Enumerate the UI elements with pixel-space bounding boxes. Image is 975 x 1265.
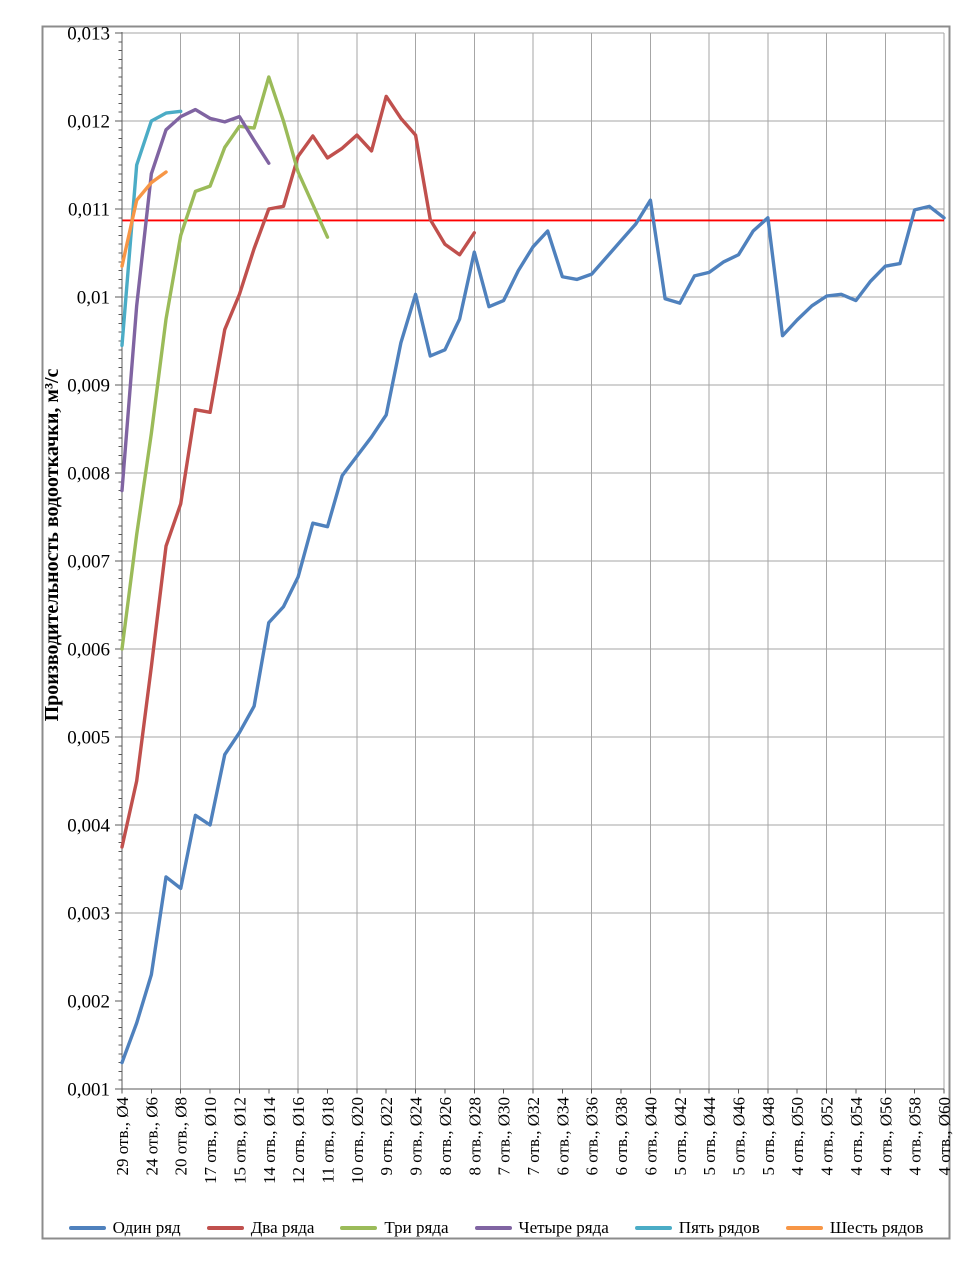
x-tick-label: 6 отв., Ø36 [583, 1097, 602, 1176]
legend-line-swatch [474, 1226, 512, 1230]
x-tick-label: 7 отв., Ø32 [524, 1097, 543, 1176]
x-tick-label: 4 отв., Ø56 [876, 1097, 895, 1176]
gridlines [122, 32, 945, 1089]
legend-line-swatch [68, 1226, 106, 1230]
x-tick-label: 4 отв., Ø52 [818, 1097, 837, 1176]
legend-item-1: Один ряд [68, 1218, 181, 1238]
x-tick-label: 8 отв., Ø28 [465, 1097, 484, 1176]
legend-item-4: Четыре ряда [474, 1218, 609, 1238]
y-tick-label: 0,008 [67, 464, 110, 485]
legend-item-6: Шесть рядов [785, 1218, 924, 1238]
y-tick-label: 0,005 [67, 728, 110, 749]
x-tick-label: 17 отв., Ø10 [201, 1097, 220, 1184]
y-tick-label: 0,012 [67, 112, 110, 133]
y-tick-label: 0,001 [67, 1080, 110, 1101]
legend-label: Шесть рядов [829, 1218, 924, 1237]
y-tick-label: 0,006 [67, 640, 110, 661]
x-tick-label: 12 отв., Ø16 [289, 1097, 308, 1184]
x-tick-label: 29 отв., Ø4 [113, 1097, 132, 1176]
legend-line-swatch [206, 1226, 244, 1230]
series-line-4 [120, 107, 271, 493]
y-tick-label: 0,013 [67, 24, 110, 45]
series-lines [120, 75, 946, 1065]
x-tick-label: 6 отв., Ø40 [641, 1097, 660, 1176]
x-tick-label: 9 отв., Ø24 [407, 1097, 426, 1176]
y-tick-label: 0,01 [77, 288, 110, 309]
legend-label: Четыре ряда [518, 1218, 609, 1237]
x-tick-label: 5 отв., Ø44 [700, 1097, 719, 1176]
x-tick-label: 24 отв., Ø6 [142, 1097, 161, 1176]
y-tick-label: 0,007 [67, 552, 110, 573]
x-tick-label: 7 отв., Ø30 [495, 1097, 514, 1176]
series-line-1 [120, 198, 946, 1065]
x-tick-label: 4 отв., Ø54 [847, 1097, 866, 1176]
x-tick-label: 4 отв., Ø50 [788, 1097, 807, 1176]
y-axis-title: Производительность водооткачки, м³/с [41, 368, 63, 721]
x-tick-label: 5 отв., Ø48 [759, 1097, 778, 1176]
x-tick-label: 9 отв., Ø22 [377, 1097, 396, 1176]
legend-line-swatch [785, 1226, 823, 1230]
axes-and-ticks [115, 32, 945, 1094]
y-tick-label: 0,004 [67, 816, 110, 837]
y-tick-label: 0,003 [67, 904, 110, 925]
chart-object-frame [41, 25, 951, 1240]
x-tick-label: 11 отв., Ø18 [319, 1097, 338, 1183]
x-tick-label: 4 отв., Ø60 [935, 1097, 954, 1176]
x-tick-label: 6 отв., Ø34 [553, 1097, 572, 1176]
series-line-3 [120, 75, 330, 651]
legend-item-2: Два ряда [206, 1218, 315, 1238]
x-tick-label: 4 отв., Ø58 [906, 1097, 925, 1176]
legend-item-5: Пять рядов [634, 1218, 760, 1238]
y-tick-label: 0,011 [68, 200, 110, 221]
axis-labels: 0,001 0,002 0,003 0,004 0,005 0,006 0,007 0,008… [67, 24, 954, 1185]
y-tick-label: 0,002 [67, 992, 110, 1013]
series-line-6 [120, 170, 168, 268]
legend-label: Три ряда [384, 1218, 449, 1237]
x-tick-label: 10 отв., Ø20 [348, 1097, 367, 1184]
y-tick-label: 0,009 [67, 376, 110, 397]
legend-label: Один ряд [112, 1218, 181, 1237]
x-tick-label: 5 отв., Ø46 [730, 1097, 749, 1176]
x-tick-label: 20 отв., Ø8 [172, 1097, 191, 1176]
chart-legend: Один ряд Два ряда Три ряда Четыре ряда Пять … [42, 1213, 950, 1243]
x-tick-label: 15 отв., Ø12 [230, 1097, 249, 1184]
x-tick-label: 5 отв., Ø42 [671, 1097, 690, 1176]
x-tick-label: 6 отв., Ø38 [612, 1097, 631, 1176]
series-line-2 [120, 94, 476, 849]
x-tick-label: 8 отв., Ø26 [436, 1097, 455, 1176]
legend-item-3: Три ряда [340, 1218, 449, 1238]
legend-label: Два ряда [250, 1218, 315, 1237]
legend-label: Пять рядов [678, 1218, 760, 1237]
x-tick-label: 14 отв., Ø14 [260, 1097, 279, 1185]
legend-line-swatch [634, 1226, 672, 1230]
legend-line-swatch [340, 1226, 378, 1230]
